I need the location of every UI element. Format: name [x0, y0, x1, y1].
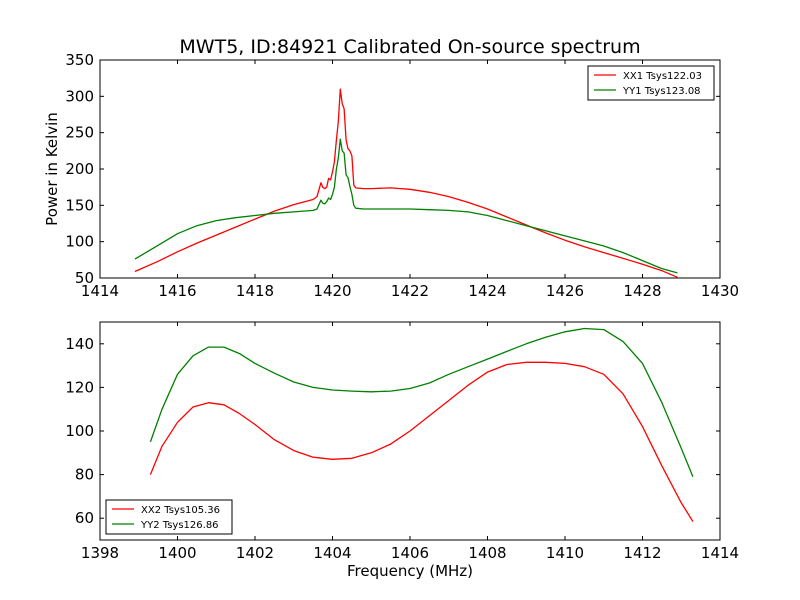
legend: XX2 Tsys105.36 YY2 Tsys126.86 — [105, 499, 233, 535]
x-tick-label: 1418 — [236, 282, 274, 300]
y-tick-label: 200 — [65, 160, 94, 178]
series-line-xx2 — [149, 361, 694, 522]
series-line-xx1 — [134, 88, 678, 278]
x-tick-label: 1406 — [391, 544, 429, 562]
legend-box — [105, 499, 233, 535]
x-tick-label: 1416 — [158, 282, 196, 300]
y-axis-label: Power in Kelvin — [43, 112, 61, 226]
x-tick-label: 1408 — [468, 544, 506, 562]
x-tick-label: 1430 — [701, 282, 739, 300]
x-tick-label: 1400 — [158, 544, 196, 562]
y-tick-label: 150 — [65, 196, 94, 214]
y-tick-label: 250 — [65, 124, 94, 142]
x-tick-label: 1424 — [468, 282, 506, 300]
y-tick-label: 50 — [75, 269, 94, 287]
x-tick-label: 1426 — [546, 282, 584, 300]
x-tick-label: 1410 — [546, 544, 584, 562]
series-line-yy1 — [134, 138, 678, 274]
chart-title: MWT5, ID:84921 Calibrated On-source spec… — [179, 36, 640, 58]
series-line-yy2 — [149, 327, 694, 478]
x-tick-label: 1404 — [313, 544, 351, 562]
y-tick-label: 100 — [65, 422, 94, 440]
y-tick-label: 350 — [65, 51, 94, 69]
x-tick-label: 1412 — [623, 544, 661, 562]
x-tick-label: 1398 — [81, 544, 119, 562]
legend-entry: XX1 Tsys122.03 — [623, 71, 702, 82]
x-axis-label: Frequency (MHz) — [347, 562, 473, 580]
x-tick-label: 1428 — [623, 282, 661, 300]
bottom-spectrum-panel: 1398 1400 1402 1404 1406 1408 1410 1412 1414 60 80… — [65, 321, 739, 580]
x-tick-label: 1402 — [236, 544, 274, 562]
x-tick-label: 1414 — [701, 544, 739, 562]
x-tick-label: 1414 — [81, 282, 119, 300]
legend-entry: XX2 Tsys105.36 — [141, 505, 220, 516]
legend-entry: YY2 Tsys126.86 — [140, 520, 219, 531]
y-tick-label: 300 — [65, 87, 94, 105]
y-tick-label: 100 — [65, 233, 94, 251]
top-spectrum-panel: 1414 1416 1418 1420 1422 1424 1426 1428 1430 50 10… — [43, 51, 739, 300]
y-tick-label: 120 — [65, 378, 94, 396]
legend-entry: YY1 Tsys123.08 — [622, 86, 701, 97]
legend: XX1 Tsys122.03 YY1 Tsys123.08 — [587, 65, 715, 101]
legend-box — [587, 65, 715, 101]
x-tick-label: 1420 — [313, 282, 351, 300]
y-tick-label: 60 — [75, 509, 94, 527]
y-tick-label: 140 — [65, 335, 94, 353]
y-tick-label: 80 — [75, 466, 94, 484]
x-tick-label: 1422 — [391, 282, 429, 300]
